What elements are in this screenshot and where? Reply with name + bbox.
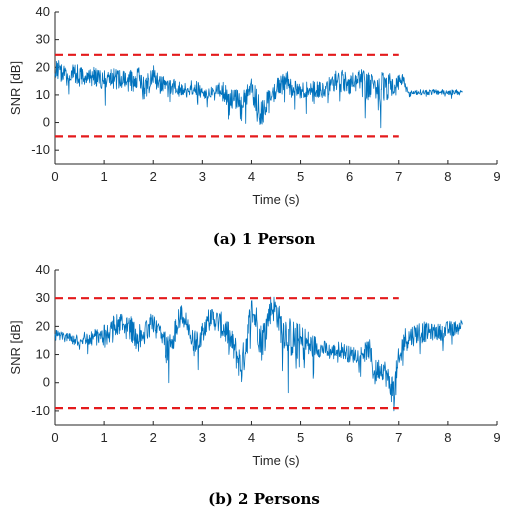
x-tick-label: 1 xyxy=(100,169,107,184)
x-tick-label: 9 xyxy=(493,169,500,184)
x-tick-label: 1 xyxy=(100,430,107,445)
x-tick-label: 0 xyxy=(51,430,58,445)
y-tick-label: 10 xyxy=(36,87,50,102)
y-axis-label: SNR [dB] xyxy=(8,320,23,374)
x-tick-label: 3 xyxy=(199,430,206,445)
x-axis-label: Time (s) xyxy=(252,192,299,207)
x-tick-label: 5 xyxy=(297,169,304,184)
chart-caption: (a) 1 Person xyxy=(213,230,316,248)
y-tick-label: 20 xyxy=(36,318,50,333)
x-tick-label: 4 xyxy=(248,430,255,445)
x-tick-label: 3 xyxy=(199,169,206,184)
x-tick-label: 2 xyxy=(150,169,157,184)
x-tick-label: 7 xyxy=(395,430,402,445)
x-tick-label: 2 xyxy=(150,430,157,445)
x-tick-label: 9 xyxy=(493,430,500,445)
snr-series-line xyxy=(54,296,463,412)
snr-series-line xyxy=(54,60,463,129)
x-tick-label: 4 xyxy=(248,169,255,184)
y-tick-label: 30 xyxy=(36,290,50,305)
y-tick-label: 20 xyxy=(36,59,50,74)
x-tick-label: 8 xyxy=(444,430,451,445)
x-tick-label: 8 xyxy=(444,169,451,184)
x-tick-label: 7 xyxy=(395,169,402,184)
y-tick-label: 0 xyxy=(43,375,50,390)
y-tick-label: 10 xyxy=(36,347,50,362)
chart-caption: (b) 2 Persons xyxy=(208,490,320,508)
y-tick-label: 0 xyxy=(43,115,50,130)
x-tick-label: 0 xyxy=(51,169,58,184)
x-tick-label: 6 xyxy=(346,430,353,445)
y-tick-label: 40 xyxy=(36,262,50,277)
y-tick-label: 30 xyxy=(36,32,50,47)
x-axis-label: Time (s) xyxy=(252,453,299,468)
y-tick-label: -10 xyxy=(31,403,50,418)
y-tick-label: -10 xyxy=(31,142,50,157)
x-tick-label: 6 xyxy=(346,169,353,184)
y-tick-label: 40 xyxy=(36,4,50,19)
y-axis-label: SNR [dB] xyxy=(8,61,23,115)
x-tick-label: 5 xyxy=(297,430,304,445)
